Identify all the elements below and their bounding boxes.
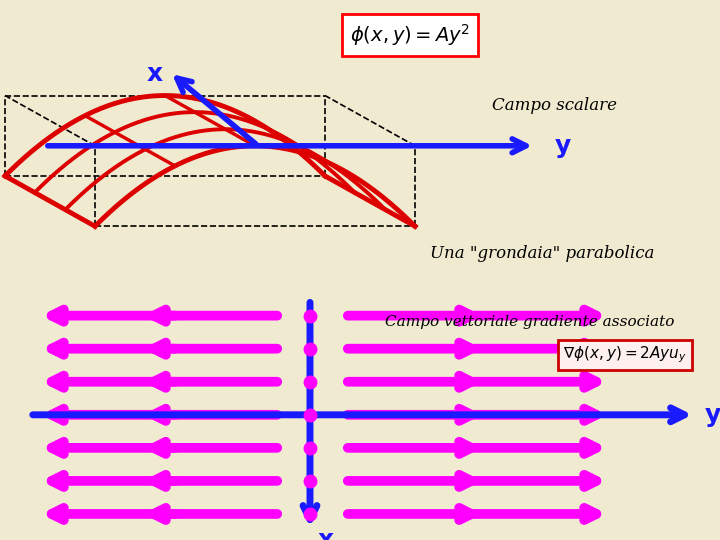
Text: $\phi(x, y) = Ay^2$: $\phi(x, y) = Ay^2$ bbox=[350, 22, 470, 48]
Text: y: y bbox=[555, 134, 571, 158]
Text: x: x bbox=[147, 62, 163, 86]
Text: y: y bbox=[705, 403, 720, 427]
Text: Campo scalare: Campo scalare bbox=[492, 97, 618, 114]
Text: Una "grondaia" parabolica: Una "grondaia" parabolica bbox=[430, 245, 654, 262]
Text: $\nabla\phi(x, y) = 2Ayu_y$: $\nabla\phi(x, y) = 2Ayu_y$ bbox=[563, 345, 687, 365]
Text: x: x bbox=[318, 528, 334, 540]
Text: Campo vettoriale gradiente associato: Campo vettoriale gradiente associato bbox=[385, 315, 675, 329]
